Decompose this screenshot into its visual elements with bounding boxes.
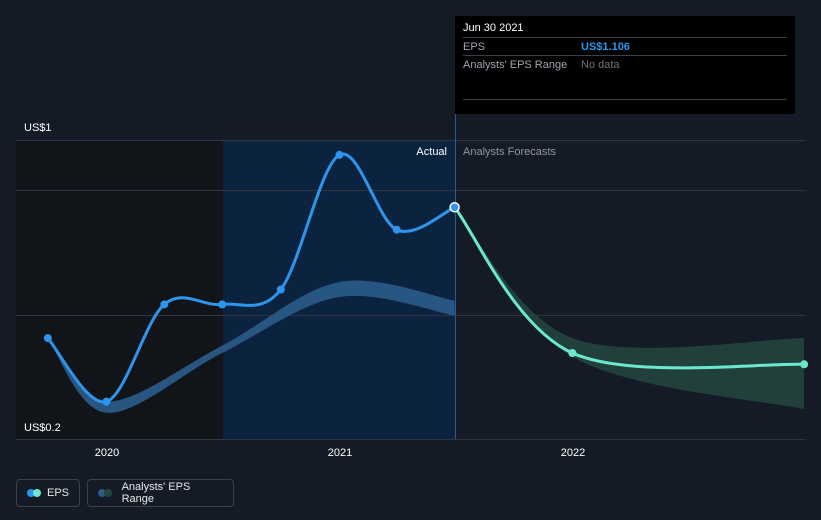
range-band-past (47, 280, 455, 413)
eps-line (46, 152, 457, 404)
legend-item-eps[interactable]: EPS (16, 479, 80, 507)
eps-point-0[interactable] (43, 334, 52, 343)
tooltip-date: Jun 30 2021 (463, 22, 524, 34)
eps-point-5[interactable] (335, 150, 344, 159)
eps-point-3[interactable] (218, 300, 227, 309)
series-points (43, 150, 809, 406)
tooltip-row-eps: EPS US$1.106 (463, 37, 787, 55)
legend-item-range[interactable]: Analysts' EPS Range (87, 479, 234, 507)
tooltip-eps-label: EPS (463, 41, 486, 53)
eps-swatch-icon (27, 489, 41, 497)
eps-point-6[interactable] (392, 225, 401, 234)
eps-point-1[interactable] (102, 397, 111, 406)
x-tick-2021: 2021 (328, 447, 352, 459)
range-band-forecast (454, 207, 805, 410)
past-shade (16, 140, 223, 439)
eps-point-2[interactable] (160, 300, 169, 309)
x-tick-2020: 2020 (95, 447, 119, 459)
legend-range-label: Analysts' EPS Range (121, 481, 191, 505)
tooltip-eps-value: US$1.106 (581, 41, 630, 53)
actual-label: Actual (416, 146, 447, 158)
y-label-min: US$0.2 (24, 422, 61, 434)
eps-forecast-point-2[interactable] (800, 360, 809, 369)
forecast-label: Analysts Forecasts (463, 146, 556, 158)
legend-eps-label: EPS (46, 487, 69, 499)
tooltip-row-range: Analysts' EPS Range No data (463, 55, 787, 73)
tooltip-divider (463, 99, 787, 100)
tooltip-range-label: Analysts' EPS Range (463, 59, 568, 71)
eps-hover-marker[interactable] (449, 202, 460, 213)
tooltip: Jun 30 2021 EPS US$1.106 Analysts' EPS R… (455, 16, 795, 114)
range-swatch-icon (98, 489, 114, 497)
gridlines (16, 140, 805, 440)
tooltip-range-value: No data (581, 59, 620, 71)
x-tick-2022: 2022 (561, 447, 585, 459)
eps-forecast-point-1[interactable] (568, 349, 577, 357)
eps-point-4[interactable] (276, 285, 285, 294)
y-label-max: US$1 (24, 122, 52, 134)
